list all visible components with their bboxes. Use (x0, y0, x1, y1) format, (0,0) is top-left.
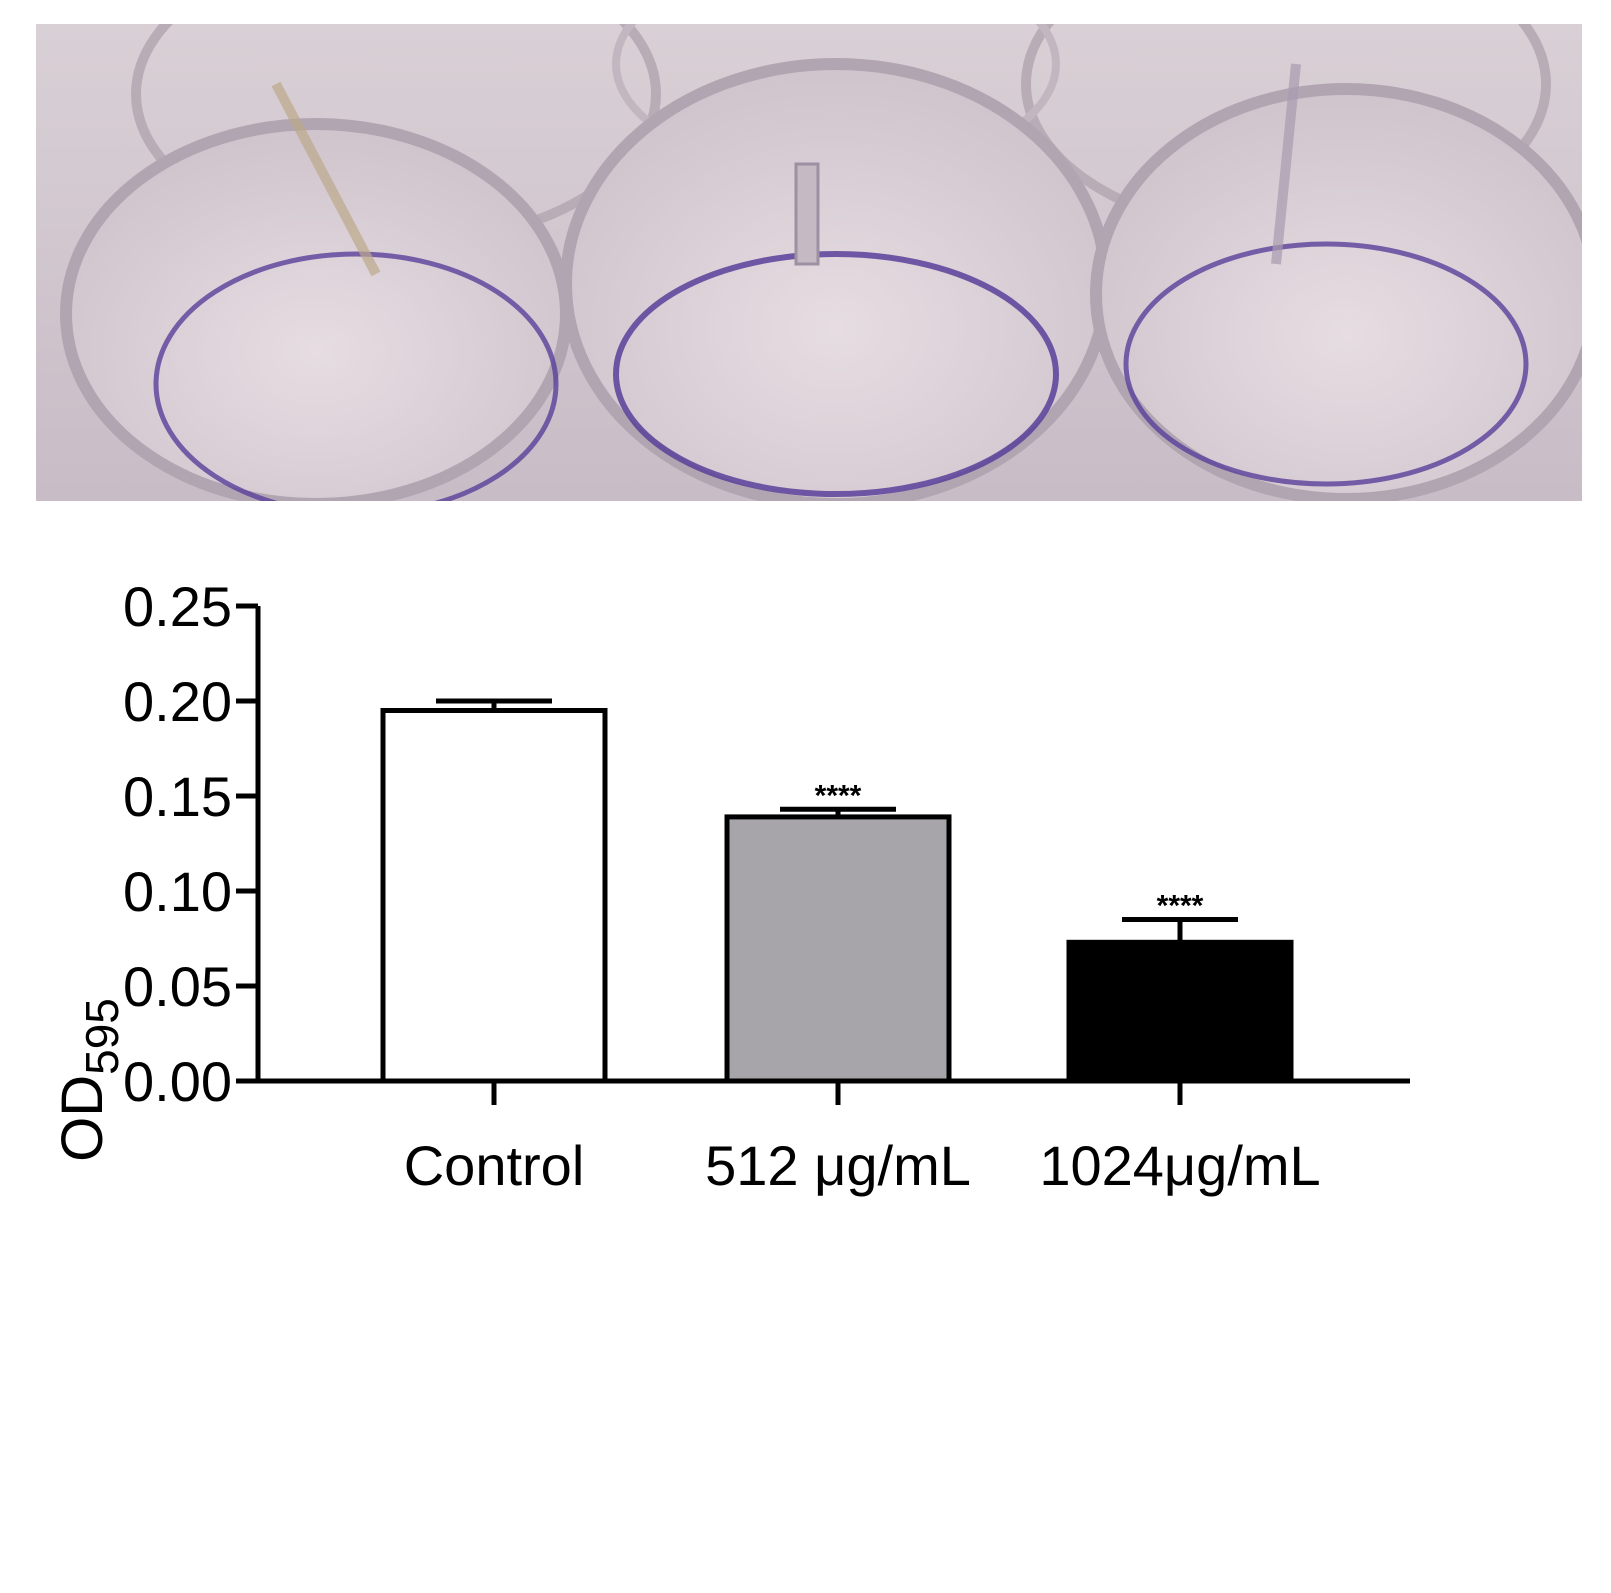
y-axis-label-sub: 595 (76, 998, 128, 1075)
well-plate-photo (36, 24, 1582, 501)
x-tick-label: 512 μg/mL (705, 1134, 971, 1197)
x-tick-label: 1024μg/mL (1039, 1134, 1320, 1197)
y-axis-label-main: OD (50, 1075, 115, 1162)
y-tick-label: 0.05 (123, 955, 232, 1018)
y-tick-label: 0.10 (123, 860, 232, 923)
y-tick-label: 0.00 (123, 1050, 232, 1113)
x-tick-label: Control (404, 1134, 585, 1197)
y-tick-label: 0.25 (123, 575, 232, 638)
y-tick-label: 0.15 (123, 765, 232, 828)
bar (724, 814, 952, 1084)
bar (380, 708, 608, 1084)
significance-label: **** (1157, 890, 1204, 923)
bar (1066, 939, 1294, 1084)
y-axis-label: OD595 (50, 998, 128, 1162)
significance-label: **** (815, 779, 862, 812)
y-tick-label: 0.20 (123, 670, 232, 733)
svg-text:OD595: OD595 (50, 998, 128, 1162)
plot-area: 0.00 0.05 0.10 0.15 0.20 0.25 Control **** 512 μ… (123, 575, 1410, 1197)
bar-chart: OD595 0.00 0.05 0.10 0.15 0.20 0.25 Control ***… (50, 575, 1410, 1197)
